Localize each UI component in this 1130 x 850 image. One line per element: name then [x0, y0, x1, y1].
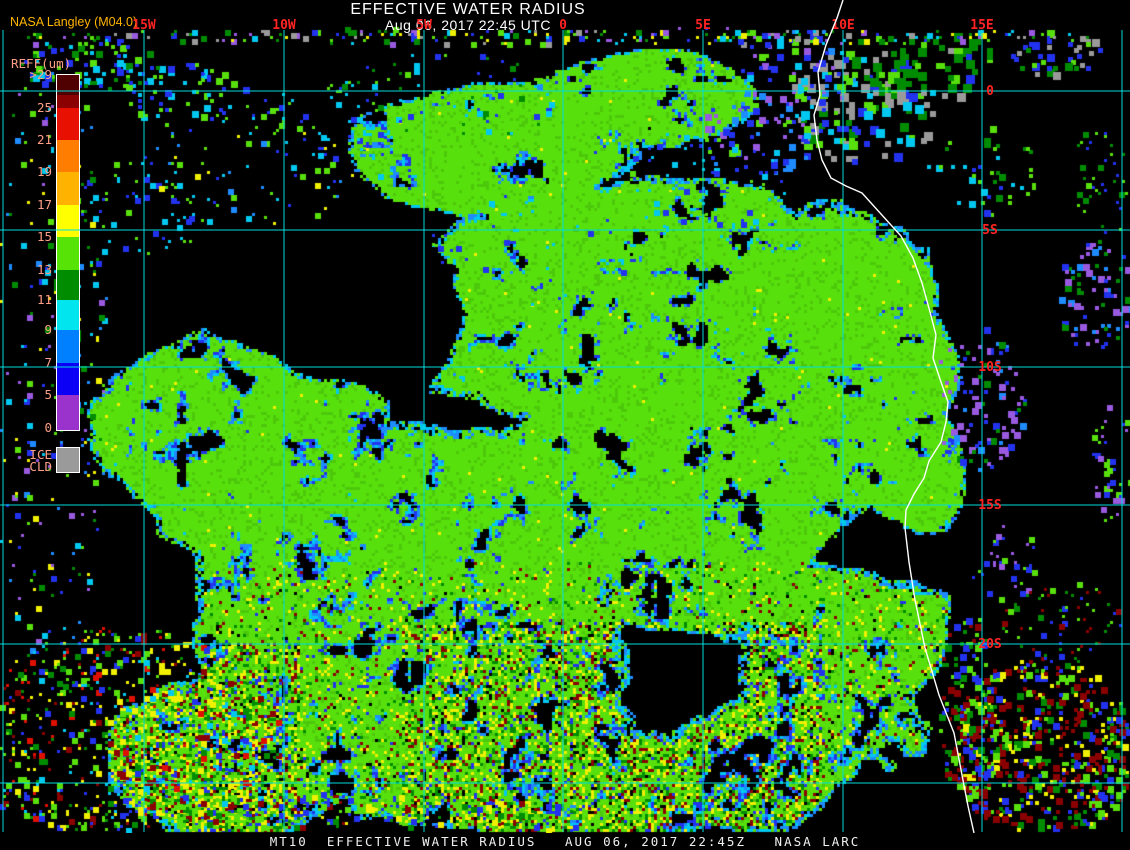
colorbar-segment [57, 108, 79, 140]
colorbar-tick-label: 7 [44, 355, 52, 370]
colorbar-tick-label: 21 [36, 132, 52, 147]
colorbar-tick-label: 17 [36, 197, 52, 212]
colorbar-tick-label: 19 [36, 164, 52, 179]
colorbar-tick-label: >29 [29, 67, 52, 82]
colorbar-tick-label: 0 [44, 420, 52, 435]
timestamp-subtitle: Aug 06, 2017 22:45 UTC [385, 17, 551, 33]
colorbar [56, 74, 80, 431]
colorbar-tick-label: 25 [36, 100, 52, 115]
header: EFFECTIVE WATER RADIUS Aug 06, 2017 22:4… [288, 1, 648, 32]
colorbar-tick-label: 9 [44, 322, 52, 337]
ice-cloud-label-line1: ICE [29, 447, 52, 462]
ice-cloud-label-line2: CLD [29, 459, 52, 474]
page-title: EFFECTIVE WATER RADIUS [350, 1, 586, 18]
colorbar-segment [57, 75, 79, 95]
colorbar-segment [57, 205, 79, 237]
colorbar-tick-label: 11 [36, 292, 52, 307]
footer-status-bar: MT10 EFFECTIVE WATER RADIUS AUG 06, 2017… [0, 833, 1130, 850]
colorbar-segment [57, 330, 79, 363]
colorbar-segment [57, 395, 79, 430]
colorbar-title: REFF(um) [11, 56, 72, 71]
colorbar-tick-label: 15 [36, 229, 52, 244]
colorbar-segment [57, 300, 79, 330]
colorbar-legend: REFF(um) ICE CLD >29 25 21 19 17 15 13 11 9 7 5 0 [0, 0, 120, 500]
colorbar-tick-label: 5 [44, 387, 52, 402]
colorbar-segment [57, 95, 79, 108]
colorbar-segment [57, 140, 79, 172]
colorbar-segment [57, 172, 79, 205]
nasa-langley-credit: NASA Langley (M04.0) [10, 15, 138, 29]
ice-cloud-swatch [56, 447, 80, 473]
colorbar-segment [57, 363, 79, 395]
colorbar-tick-label: 13 [36, 262, 52, 277]
colorbar-segment [57, 237, 79, 270]
colorbar-segment [57, 270, 79, 300]
